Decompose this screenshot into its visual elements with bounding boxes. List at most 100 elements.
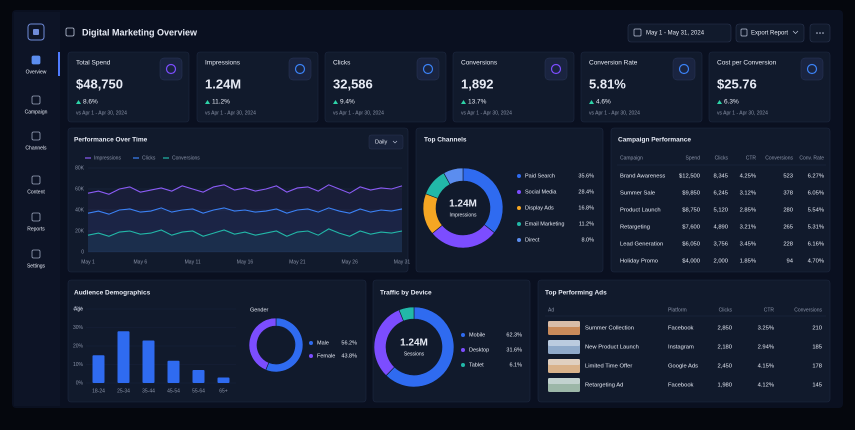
y-tick-label: 60K [75, 186, 85, 192]
sidebar-item[interactable]: Content [27, 175, 45, 195]
kpi-compare: vs Apr 1 - Apr 30, 2024 [589, 110, 640, 116]
table-cell: 3.25% [758, 326, 774, 332]
card-title: Top Channels [424, 137, 467, 144]
table-cell: Summer Collection [585, 326, 634, 332]
date-range[interactable]: May 1 - May 31, 2024 [646, 31, 705, 37]
table-cell: 3.45% [740, 242, 756, 248]
legend-dot [309, 354, 313, 358]
export-button[interactable]: Export Report [735, 23, 805, 43]
x-tick-label: 18-24 [92, 388, 105, 394]
table-cell: 3.12% [740, 191, 756, 197]
sidebar-label[interactable]: Overview [26, 69, 47, 75]
kpi-icon [294, 63, 306, 75]
table-header: Conversions [765, 155, 793, 161]
sidebar-label[interactable]: Reports [27, 226, 45, 232]
kpi-icon-box [672, 57, 696, 81]
export-button-bg[interactable] [735, 23, 805, 43]
sidebar-icon [31, 131, 41, 141]
x-tick-label: May 26 [341, 259, 358, 265]
kpi-change: 8.6% [83, 99, 98, 106]
table-header: Spend [686, 155, 701, 161]
table-cell: Retargeting Ad [585, 383, 623, 389]
table-cell: $9,850 [682, 191, 700, 197]
sidebar-item[interactable]: Channels [25, 131, 47, 151]
table-cell: Brand Awareness [620, 174, 665, 180]
daily-dropdown[interactable]: Daily [368, 134, 404, 150]
table-cell: 3.21% [740, 225, 756, 231]
table-header: Ad [548, 307, 554, 313]
sidebar-label[interactable]: Content [27, 189, 45, 195]
legend-label: Female [317, 353, 335, 359]
legend-dot [461, 348, 465, 352]
table-header: Clicks [715, 155, 729, 161]
date-button-bg[interactable] [627, 23, 732, 43]
legend-label: Email Marketing [525, 221, 564, 227]
sidebar-item[interactable]: Campaign [25, 95, 48, 115]
sidebar-icon [31, 249, 41, 259]
table-cell: 6.27% [808, 174, 824, 180]
bar [117, 331, 130, 383]
sidebar [14, 12, 60, 406]
sidebar-label[interactable]: Campaign [25, 109, 48, 115]
table-cell: $4,000 [682, 259, 700, 265]
export-label[interactable]: Export Report [751, 31, 788, 37]
bar [192, 370, 205, 383]
sidebar-icon [31, 95, 41, 105]
card-title: Audience Demographics [74, 290, 151, 297]
up-arrow [333, 100, 338, 104]
series-line [87, 207, 403, 215]
page-title: Digital Marketing Overview [82, 27, 198, 37]
kpi-label: Total Spend [76, 60, 111, 67]
y-tick-label: 0% [76, 380, 84, 386]
kpi-icon [165, 63, 177, 75]
kpi-value: 1,892 [461, 76, 494, 91]
sidebar-label[interactable]: Channels [25, 145, 47, 151]
table-cell: Limited Time Offer [585, 364, 632, 370]
donut-slice [443, 167, 464, 185]
table-cell: 2,850 [717, 326, 732, 332]
kpi-compare: vs Apr 1 - Apr 30, 2024 [76, 110, 127, 116]
sidebar-item[interactable]: Reports [27, 212, 45, 232]
title-icon [65, 27, 75, 37]
up-arrow [461, 100, 466, 104]
x-tick-label: May 16 [237, 259, 254, 265]
table-cell: $12,500 [679, 174, 700, 180]
donut-center-label: Impressions [450, 212, 477, 218]
donut-slice [248, 317, 277, 371]
table-header: Conv. Rate [799, 155, 824, 161]
dropdown-bg[interactable] [368, 134, 404, 150]
kpi-change: 6.3% [724, 99, 739, 106]
dot [819, 32, 821, 34]
kpi-icon-box [800, 57, 824, 81]
table-cell: Product Launch [620, 208, 661, 214]
x-tick-label: 45-54 [167, 388, 180, 394]
table-cell: $7,600 [682, 225, 700, 231]
legend-label: Paid Search [525, 173, 555, 179]
table-cell: 2,450 [717, 364, 732, 370]
date-button[interactable]: May 1 - May 31, 2024 [627, 23, 732, 43]
sidebar-label[interactable]: Settings [27, 263, 46, 269]
kpi-icon-box [416, 57, 440, 81]
bar [92, 355, 105, 383]
kpi-compare: vs Apr 1 - Apr 30, 2024 [461, 110, 512, 116]
legend-label: Conversions [172, 155, 200, 161]
legend-label: Desktop [469, 347, 489, 353]
sidebar-item[interactable]: Settings [27, 249, 46, 269]
y-tick-label: 10% [73, 362, 84, 368]
card-title: Campaign Performance [618, 137, 691, 144]
legend-dot [517, 190, 521, 194]
line-area [88, 228, 402, 252]
legend-dot [517, 238, 521, 242]
more-button[interactable] [809, 23, 831, 43]
kpi-label: Cost per Conversion [717, 60, 777, 67]
kpi-icon [678, 63, 690, 75]
table-cell: 280 [783, 208, 793, 214]
sidebar-item[interactable]: Overview [26, 55, 47, 75]
table-cell: 523 [783, 174, 793, 180]
legend-label: Tablet [469, 362, 484, 368]
dropdown-label[interactable]: Daily [375, 139, 387, 145]
y-tick-label: 40K [75, 207, 85, 213]
line-area [88, 184, 402, 252]
donut-slice [385, 306, 455, 388]
performance-card [67, 127, 409, 273]
